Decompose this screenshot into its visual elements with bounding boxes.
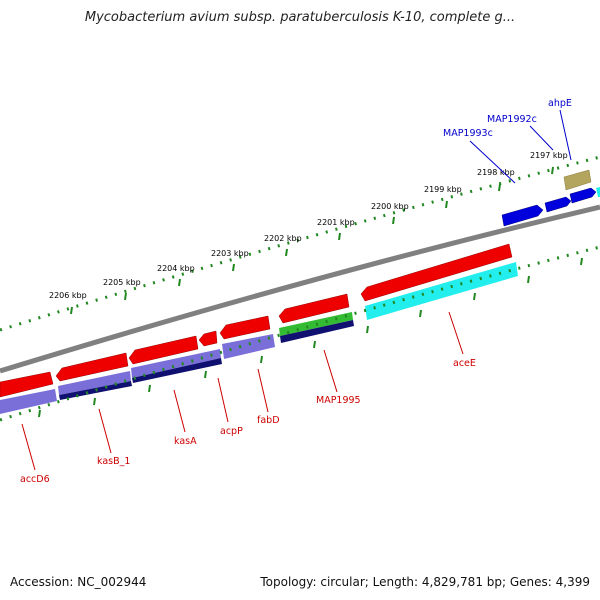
ruler-arc <box>0 155 600 332</box>
label-acpp[interactable]: acpP <box>220 426 243 437</box>
ruler-ticks <box>70 166 554 315</box>
gene-kasb1-arrow[interactable] <box>55 352 129 382</box>
cds-purple-1 <box>0 389 57 414</box>
ruler-label-2199: 2199 kbp <box>424 185 462 194</box>
gene-accd6-arrow[interactable] <box>0 371 54 398</box>
ruler-label-2202: 2202 kbp <box>264 234 302 243</box>
ruler-label-2203: 2203 kbp <box>211 249 249 258</box>
backbone <box>0 204 600 374</box>
label-accd6[interactable]: accD6 <box>20 474 50 485</box>
label-acee[interactable]: aceE <box>453 358 476 369</box>
gene-partial-cyan <box>596 187 600 197</box>
accession-text: Accession: NC_002944 <box>10 575 147 589</box>
gene-khaki-block[interactable] <box>563 169 592 191</box>
gene-kasa-arrow[interactable] <box>128 335 199 365</box>
ruler-label-2206: 2206 kbp <box>49 291 87 300</box>
ruler-label-2198: 2198 kbp <box>477 168 515 177</box>
gene-acee-arrow[interactable] <box>360 243 513 302</box>
label-fabd[interactable]: fabD <box>257 415 280 426</box>
label-map1995[interactable]: MAP1995 <box>316 395 361 406</box>
cds-purple-3 <box>131 349 221 378</box>
cds-purple-2 <box>58 371 131 395</box>
ruler-label-2205: 2205 kbp <box>103 278 141 287</box>
ruler-label-2204: 2204 kbp <box>157 264 195 273</box>
map-title: Mycobacterium avium subsp. paratuberculo… <box>84 10 516 25</box>
topology-text: Topology: circular; Length: 4,829,781 bp… <box>260 575 590 589</box>
gene-map1995-arrow[interactable] <box>278 293 350 324</box>
label-kasb1[interactable]: kasB_1 <box>97 456 130 467</box>
forward-label-leaders <box>469 109 572 184</box>
cds-navy-3 <box>280 320 354 343</box>
ruler-label-2200: 2200 kbp <box>371 202 409 211</box>
reverse-cds-row <box>0 243 513 398</box>
label-map1992c[interactable]: MAP1992c <box>487 114 537 125</box>
cds-cyan <box>365 262 518 320</box>
gene-map1993c-arrow[interactable] <box>501 204 544 227</box>
ruler-label-2197: 2197 kbp <box>530 151 568 160</box>
gene-acpp-arrow[interactable] <box>198 330 218 347</box>
cds-navy-2 <box>132 358 222 383</box>
label-kasa[interactable]: kasA <box>174 436 197 447</box>
gene-map1992c-arrow[interactable] <box>544 196 572 213</box>
label-map1993c[interactable]: MAP1993c <box>443 128 493 139</box>
gene-fabd-arrow[interactable] <box>219 315 271 340</box>
cds-purple-4 <box>222 334 275 359</box>
gene-ahpe-arrow[interactable] <box>569 187 597 204</box>
reverse-label-leaders <box>21 311 464 471</box>
label-ahpe[interactable]: ahpE <box>548 98 572 109</box>
ruler-label-2201: 2201 kbp <box>317 218 355 227</box>
inner-ruler-ticks <box>38 257 583 418</box>
